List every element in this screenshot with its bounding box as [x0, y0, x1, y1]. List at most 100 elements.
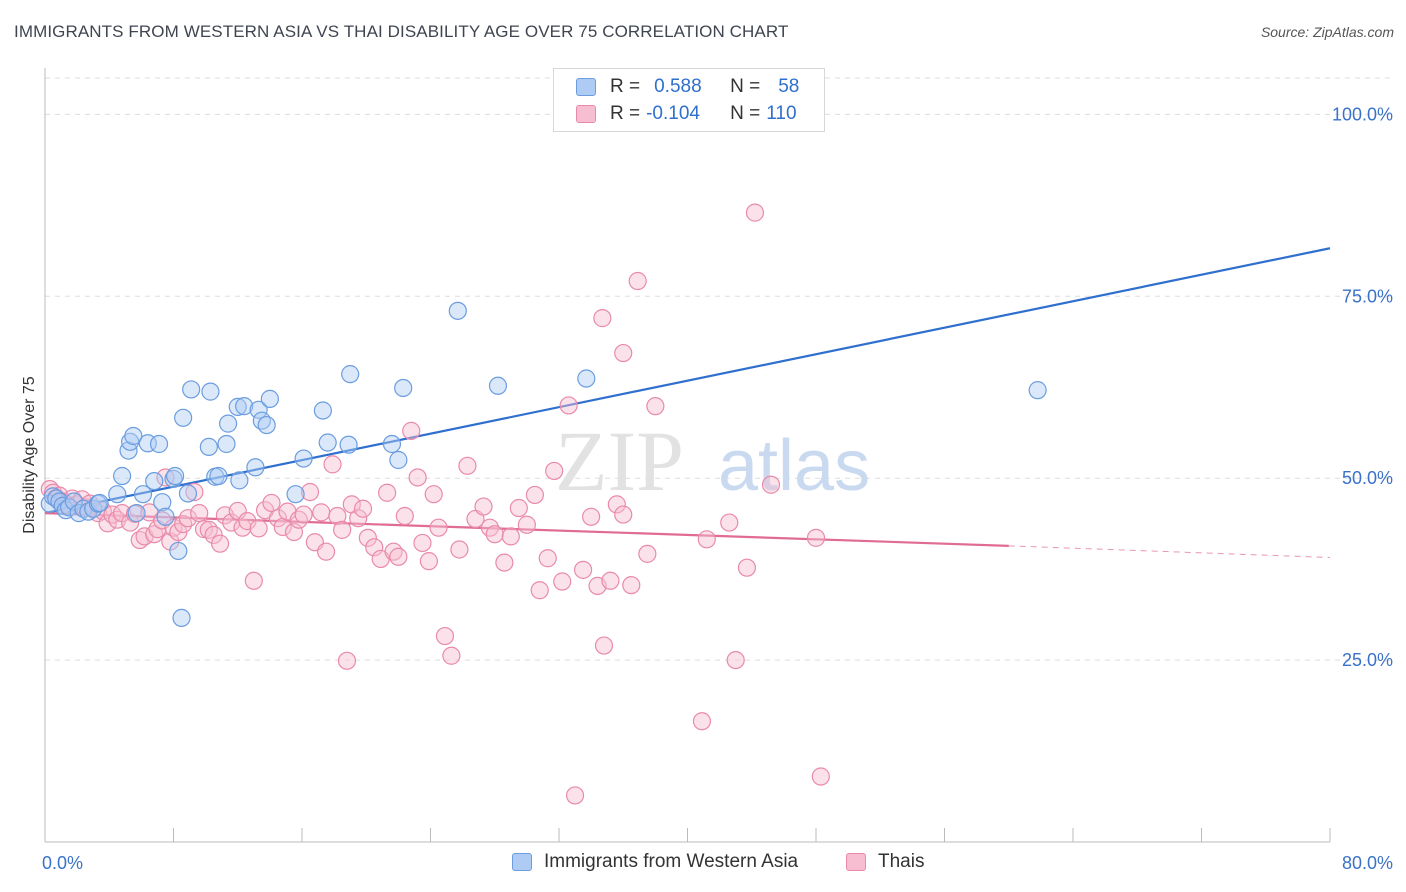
data-point-western-asia: [448, 301, 467, 320]
data-point-thais: [450, 540, 469, 559]
data-point-thais: [593, 309, 612, 328]
data-point-thais: [268, 509, 288, 528]
legend-swatch-blue: [576, 78, 596, 96]
data-point-thais: [316, 542, 336, 561]
data-point-thais: [761, 475, 781, 494]
data-point-thais: [378, 483, 397, 502]
data-point-western-asia: [149, 434, 169, 454]
x-tick-label-max: 80.0%: [1342, 853, 1393, 873]
data-point-western-asia: [64, 492, 84, 511]
data-point-thais: [501, 527, 520, 546]
trend-line-western-asia: [44, 247, 1331, 515]
data-point-western-asia: [294, 449, 313, 468]
data-point-thais: [174, 514, 193, 534]
data-point-thais: [289, 510, 308, 529]
data-point-thais: [349, 509, 368, 528]
series-western-asia-points: [40, 301, 1047, 627]
data-point-thais: [607, 495, 626, 514]
data-point-thais: [573, 560, 593, 579]
data-point-thais: [408, 468, 427, 487]
data-point-thais: [509, 498, 528, 518]
watermark-atlas: atlas: [718, 426, 870, 506]
legend-swatch-pink: [846, 853, 866, 871]
n-value: 58: [778, 76, 800, 97]
data-point-thais: [222, 513, 241, 532]
r-value: -0.104: [646, 103, 700, 124]
data-point-thais: [745, 203, 765, 222]
n-label: N =: [730, 103, 761, 124]
data-point-western-asia: [164, 469, 183, 489]
data-point-thais: [255, 501, 275, 520]
data-point-thais: [614, 343, 633, 363]
data-point-thais: [402, 421, 421, 440]
data-point-thais: [190, 504, 209, 523]
data-point-thais: [262, 493, 281, 513]
data-point-thais: [517, 515, 536, 534]
data-point-thais: [210, 534, 230, 553]
data-point-western-asia: [339, 435, 358, 454]
data-point-thais: [178, 509, 198, 528]
axes: [44, 68, 1331, 843]
legend-label-western-asia: Immigrants from Western Asia: [544, 851, 799, 872]
data-point-thais: [559, 396, 578, 415]
data-point-thais: [614, 505, 633, 524]
series-legend: Immigrants from Western Asia Thais: [0, 851, 1406, 877]
data-point-western-asia: [313, 401, 332, 420]
data-point-thais: [525, 485, 545, 505]
legend-swatch-blue: [512, 853, 532, 871]
data-point-thais: [244, 571, 263, 590]
data-point-thais: [646, 397, 665, 416]
legend-item-thais: Thais: [846, 851, 924, 873]
data-point-western-asia: [108, 485, 127, 504]
data-point-thais: [249, 519, 268, 538]
data-point-thais: [328, 506, 347, 526]
data-point-western-asia: [145, 472, 164, 491]
data-point-western-asia: [230, 471, 249, 490]
data-point-western-asia: [124, 426, 143, 446]
data-point-thais: [121, 513, 140, 532]
y-tick-label: 75.0%: [1342, 286, 1393, 306]
data-point-western-asia: [59, 498, 79, 517]
data-point-thais: [474, 497, 493, 516]
data-point-thais: [697, 530, 716, 549]
data-point-thais: [538, 549, 557, 568]
legend-row-thais: R = -0.104 N = 110: [576, 102, 797, 126]
data-point-thais: [553, 572, 572, 591]
data-point-western-asia: [394, 378, 413, 398]
data-point-western-asia: [178, 484, 198, 503]
source-label: Source: ZipAtlas.com: [1260, 24, 1394, 40]
n-value: 110: [766, 103, 797, 124]
data-point-western-asia: [1028, 381, 1047, 400]
data-point-western-asia: [127, 504, 146, 523]
data-point-thais: [530, 581, 549, 600]
y-tick-labels: 25.0% 50.0% 75.0% 100.0%: [1332, 104, 1393, 670]
data-point-western-asia: [174, 408, 193, 427]
data-point-thais: [98, 514, 117, 533]
data-point-western-asia: [201, 382, 220, 401]
data-point-thais: [594, 636, 614, 655]
data-point-thais: [323, 455, 342, 474]
data-point-western-asia: [246, 458, 265, 477]
data-point-western-asia: [199, 437, 218, 457]
data-point-western-asia: [389, 450, 408, 470]
data-point-western-asia: [217, 434, 236, 454]
data-point-thais: [353, 499, 373, 518]
data-point-western-asia: [209, 466, 228, 486]
data-point-western-asia: [166, 466, 185, 486]
watermark: ZIP atlas: [555, 413, 870, 509]
data-point-western-asia: [90, 493, 109, 513]
data-point-thais: [395, 506, 414, 526]
y-tick-label: 25.0%: [1342, 650, 1393, 670]
data-point-thais: [622, 576, 641, 595]
x-tick-label-min: 0.0%: [42, 853, 83, 873]
data-point-thais: [294, 505, 313, 524]
data-point-thais: [103, 505, 122, 524]
data-point-thais: [495, 553, 514, 572]
data-point-thais: [185, 482, 204, 502]
data-point-western-asia: [488, 376, 508, 395]
data-point-thais: [238, 512, 257, 531]
data-point-thais: [726, 650, 745, 670]
data-point-thais: [194, 520, 214, 539]
gridlines: [45, 77, 1392, 661]
